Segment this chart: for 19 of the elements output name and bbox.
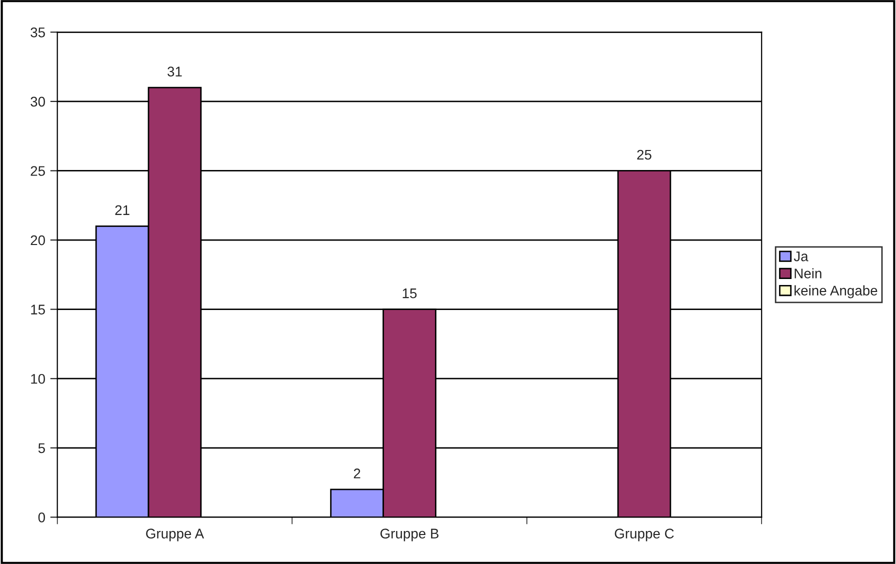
y-tick-label: 30: [30, 96, 45, 107]
legend-label: Ja: [794, 252, 808, 262]
data-label: 15: [402, 288, 417, 298]
y-tick-label: 20: [30, 235, 45, 246]
data-label: 21: [115, 205, 130, 215]
x-tick-label: Gruppe C: [614, 528, 674, 542]
data-label: 2: [354, 468, 360, 478]
x-tick-label: Gruppe A: [146, 528, 204, 542]
y-tick-label: 10: [31, 374, 45, 384]
y-tick-label: 5: [38, 443, 45, 454]
y-tick-label: 35: [30, 27, 45, 38]
y-tick-label: 15: [31, 304, 45, 314]
x-tick-label: Gruppe B: [380, 528, 438, 542]
legend-label: keine Angabe: [794, 285, 878, 298]
data-label: 25: [637, 150, 652, 160]
y-tick-label: 25: [30, 166, 45, 176]
y-tick-label: 0: [38, 512, 45, 522]
legend-label: Nein: [794, 268, 822, 278]
data-label: 31: [168, 66, 182, 77]
